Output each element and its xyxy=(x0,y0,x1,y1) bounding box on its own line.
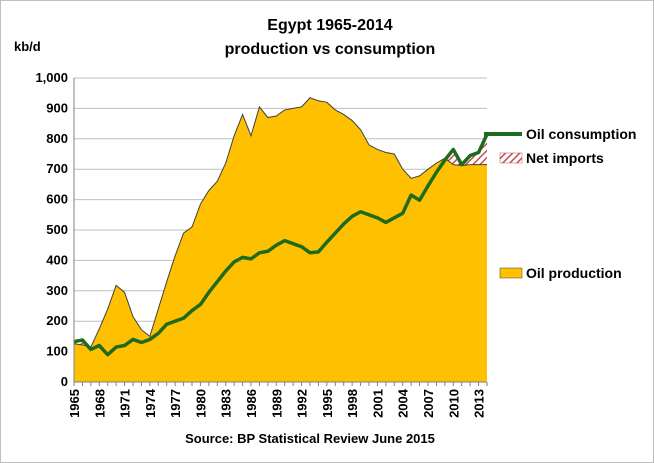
source-note: Source: BP Statistical Review June 2015 xyxy=(185,431,435,446)
chart-title-line1: Egypt 1965-2014 xyxy=(267,17,393,34)
legend-consumption-label: Oil consumption xyxy=(526,126,636,142)
x-tick-label: 2013 xyxy=(472,389,487,418)
x-tick-label: 2007 xyxy=(421,389,436,418)
x-tick-label: 1974 xyxy=(143,388,158,418)
oil-production-outline xyxy=(73,97,487,348)
x-tick-label: 1986 xyxy=(244,389,259,418)
x-tick-label: 1968 xyxy=(92,389,107,418)
y-tick-label: 200 xyxy=(46,313,68,328)
chart-title-line2: production vs consumption xyxy=(225,41,436,58)
x-tick-label: 1992 xyxy=(295,389,310,418)
x-tick-label: 2010 xyxy=(446,389,461,418)
y-tick-label: 1,000 xyxy=(35,70,68,85)
y-axis-unit-label: kb/d xyxy=(14,39,41,54)
x-tick-label: 1983 xyxy=(219,389,234,418)
x-tick-label: 1965 xyxy=(67,389,82,418)
x-tick-label: 1989 xyxy=(269,389,284,418)
legend-production-swatch xyxy=(499,267,523,279)
plot-lines xyxy=(73,133,489,357)
y-tick-label: 800 xyxy=(46,131,68,146)
legend-production-label: Oil production xyxy=(526,265,622,281)
y-tick-labels: 0 100 200 300 400 500 600 700 800 900 1,000 xyxy=(35,70,68,389)
x-tick-labels: 1965 1968 1971 1974 1977 1980 1983 1986 1989 1992… xyxy=(67,388,487,418)
x-tick-label: 1980 xyxy=(193,389,208,418)
axes xyxy=(73,78,488,386)
x-tick-label: 1977 xyxy=(168,389,183,418)
x-tick-label: 1971 xyxy=(118,389,133,418)
y-tick-label: 0 xyxy=(61,374,68,389)
oil-consumption-line xyxy=(73,133,489,357)
oil-production-area xyxy=(74,97,487,382)
x-tick-label: 1998 xyxy=(345,389,360,418)
plot-areas xyxy=(73,97,487,382)
legend-net-imports-label: Net imports xyxy=(526,150,604,166)
y-tick-label: 700 xyxy=(46,161,68,176)
x-tick-label: 2001 xyxy=(370,389,385,418)
y-tick-label: 100 xyxy=(46,344,68,359)
y-tick-label: 600 xyxy=(46,192,68,207)
y-tick-label: 500 xyxy=(46,222,68,237)
x-tick-label: 2004 xyxy=(396,388,411,418)
legend-net-imports-swatch xyxy=(499,152,523,164)
y-tick-label: 900 xyxy=(46,100,68,115)
legend: Oil consumption Net imports Oil producti… xyxy=(484,126,636,281)
y-tick-label: 400 xyxy=(46,252,68,267)
x-tick-label: 1995 xyxy=(320,389,335,418)
y-tick-label: 300 xyxy=(46,283,68,298)
